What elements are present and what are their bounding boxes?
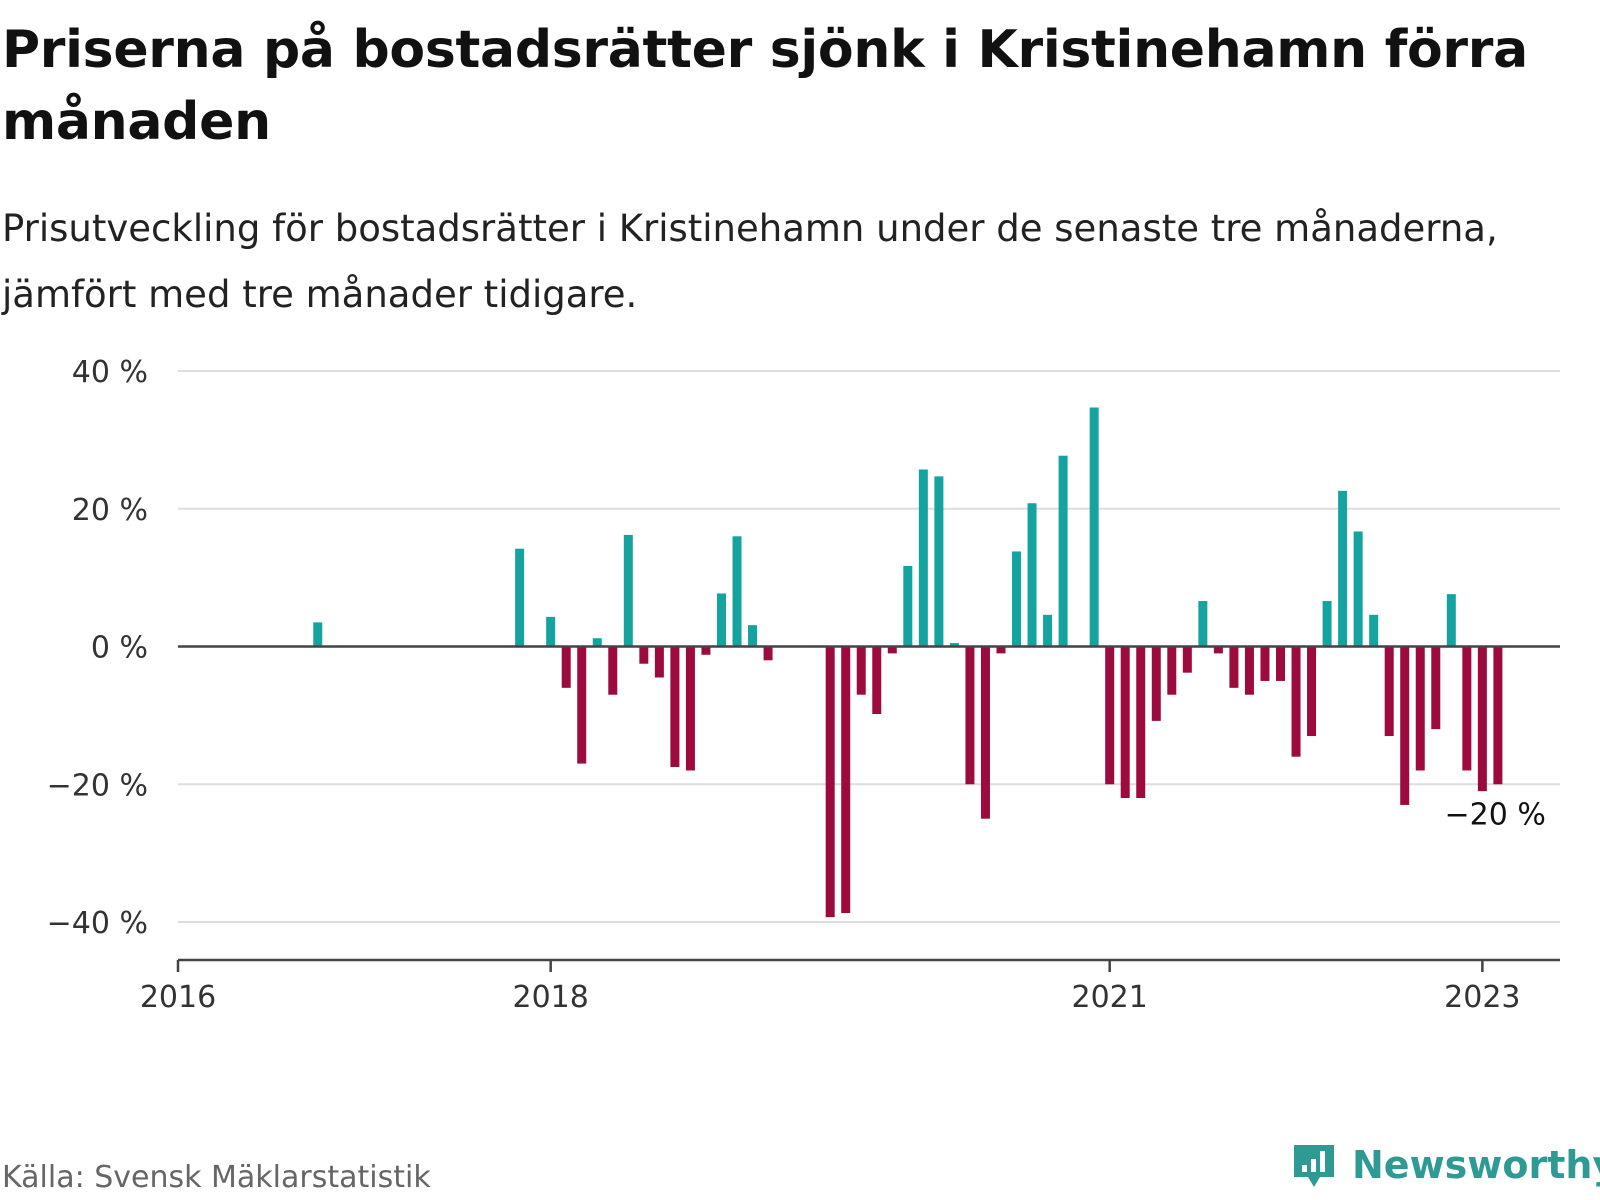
- bar: [1105, 646, 1115, 785]
- y-tick-label: −20 %: [47, 768, 148, 803]
- bar: [1182, 646, 1192, 673]
- bar: [980, 646, 990, 819]
- bar: [934, 476, 944, 647]
- axes: [176, 645, 1560, 972]
- y-tick-label: 0 %: [91, 631, 148, 666]
- newsworthy-logo-icon: [1294, 1145, 1334, 1187]
- bar: [1353, 531, 1363, 647]
- bar: [1213, 646, 1223, 654]
- bars: [313, 407, 1503, 918]
- bar: [1338, 490, 1348, 647]
- bar: [670, 646, 680, 768]
- x-tick-label: 2021: [1072, 980, 1148, 1015]
- brand-name: Newsworthy: [1352, 1143, 1600, 1187]
- bar: [1244, 646, 1254, 695]
- bar: [872, 646, 882, 714]
- y-tick-label: 20 %: [72, 493, 148, 528]
- gridlines: [178, 370, 1560, 923]
- bar: [1120, 646, 1130, 799]
- bar: [1369, 614, 1379, 647]
- bar: [1275, 646, 1285, 681]
- bar-chart: 40 % 20 % 0 % −20 % −40 % 2016 2018 2021 2023 −…: [47, 355, 1560, 1015]
- bar: [918, 469, 928, 647]
- bar: [1400, 646, 1410, 805]
- bar: [763, 646, 773, 661]
- bar: [1229, 646, 1239, 688]
- bar: [546, 616, 556, 647]
- source-note: Källa: Svensk Mäklarstatistik: [2, 1160, 431, 1195]
- x-axis-labels: 2016 2018 2021 2023: [140, 980, 1521, 1015]
- bar: [887, 646, 897, 654]
- x-tick-label: 2018: [512, 980, 588, 1015]
- bar: [1462, 646, 1472, 771]
- bar: [841, 646, 851, 914]
- bar: [949, 643, 959, 647]
- bar: [1446, 594, 1456, 647]
- y-tick-label: −40 %: [47, 906, 148, 941]
- bar: [825, 646, 835, 918]
- bar: [1291, 646, 1301, 757]
- chart-title: Priserna på bostadsrätter sjönk i Kristi…: [2, 20, 1528, 152]
- bar: [1322, 601, 1332, 647]
- bar: [1043, 614, 1053, 647]
- bar: [1431, 646, 1441, 730]
- bar: [1384, 646, 1394, 737]
- bar: [732, 536, 742, 647]
- bar: [1136, 646, 1146, 799]
- bar: [856, 646, 866, 695]
- bar: [639, 646, 649, 664]
- bar: [748, 625, 758, 647]
- bar: [577, 646, 587, 764]
- bar: [1415, 646, 1425, 771]
- bar: [1151, 646, 1161, 721]
- bar: [1307, 646, 1317, 737]
- bar: [965, 646, 975, 785]
- bar: [1493, 646, 1503, 785]
- bar: [313, 622, 323, 647]
- bar: [1477, 646, 1487, 792]
- bar: [685, 646, 695, 771]
- bar: [561, 646, 571, 688]
- annotations: −20 %: [1445, 797, 1546, 832]
- bar: [1198, 601, 1208, 647]
- bar: [608, 646, 618, 695]
- brand-logo: Newsworthy: [1290, 1140, 1600, 1190]
- bar: [1089, 407, 1099, 647]
- bar: [623, 534, 633, 647]
- bar: [716, 593, 726, 647]
- bar: [1027, 503, 1037, 647]
- x-tick-label: 2023: [1444, 980, 1520, 1015]
- y-tick-label: 40 %: [72, 355, 148, 390]
- bar: [1167, 646, 1177, 695]
- bar: [903, 565, 913, 647]
- bar: [654, 646, 664, 678]
- bar: [1012, 551, 1022, 647]
- bar: [1260, 646, 1270, 681]
- x-tick-label: 2016: [140, 980, 216, 1015]
- last-value-label: −20 %: [1445, 797, 1546, 832]
- bar: [996, 646, 1006, 654]
- bar: [515, 548, 525, 647]
- bar: [592, 638, 602, 647]
- y-axis-labels: 40 % 20 % 0 % −20 % −40 %: [47, 355, 148, 941]
- bar: [1058, 455, 1068, 647]
- chart-subtitle: Prisutveckling för bostadsrätter i Krist…: [2, 207, 1498, 316]
- bar: [701, 646, 711, 655]
